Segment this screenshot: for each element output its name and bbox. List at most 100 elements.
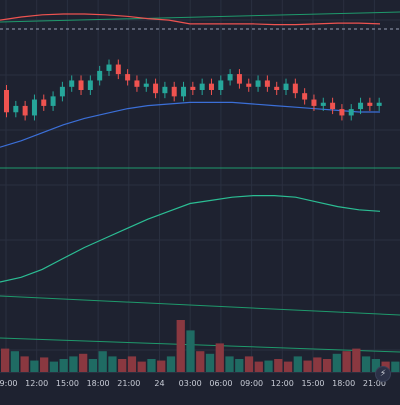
volume-bar (274, 359, 283, 372)
volume-bar (118, 359, 127, 372)
volume-bar (176, 320, 185, 372)
volume-bar (332, 353, 341, 372)
candle-body (208, 83, 214, 90)
time-axis[interactable]: 09:00 12:00 15:00 18:00 21:00 24 03:00 06:00 09:… (0, 372, 400, 401)
volume-bar (137, 361, 146, 372)
candle-body (87, 80, 93, 90)
candle-body (302, 93, 308, 100)
volume-bar (186, 330, 195, 372)
volume-bar (108, 356, 117, 372)
volume-bar (225, 356, 234, 372)
candle-body (134, 80, 140, 87)
candle-body (171, 86, 177, 97)
volume-bar (127, 356, 137, 372)
candle-body (59, 86, 65, 97)
candle-body (358, 102, 364, 110)
candle-body (264, 80, 270, 87)
candle-body (50, 96, 56, 106)
time-tick-label: 03:00 (179, 379, 202, 388)
time-tick-label: 24 (154, 379, 164, 388)
grid (0, 0, 400, 372)
candle-body (348, 109, 354, 116)
candle-body (41, 99, 47, 106)
candle-body (255, 80, 261, 87)
candle-body (292, 83, 298, 94)
candle-body (69, 80, 75, 87)
candle-body (162, 86, 168, 94)
candle-body (22, 105, 28, 116)
time-tick-label: 09:00 (240, 379, 263, 388)
lightning-icon[interactable]: ⚡ (375, 366, 391, 382)
volume-bar (342, 351, 351, 372)
candle-body (218, 80, 224, 90)
volume-bar (79, 353, 88, 372)
candle-body (115, 64, 121, 75)
volume-bar (264, 360, 273, 372)
volume-bar (40, 357, 49, 372)
volume-bar (371, 359, 380, 372)
candle-body (246, 83, 252, 87)
time-tick-label: 06:00 (209, 379, 232, 388)
volume-bar (215, 343, 224, 372)
volume-bar (254, 361, 263, 372)
candle-body (367, 102, 373, 106)
candle-body (181, 86, 187, 97)
volume-bars (1, 320, 400, 372)
candle-body (199, 83, 205, 90)
time-tick-label: 18:00 (332, 379, 355, 388)
volume-bar (157, 360, 166, 372)
candle-body (227, 74, 233, 81)
trend-line-volume (0, 337, 400, 353)
volume-bar (49, 361, 59, 372)
time-axis-labels: 09:00 12:00 15:00 18:00 21:00 24 03:00 06:00 09:… (0, 379, 386, 388)
candle-body (4, 90, 9, 113)
time-tick-label: 15:00 (301, 379, 324, 388)
upper-band (0, 13, 381, 26)
volume-bar (391, 361, 400, 372)
candle-body (236, 74, 242, 84)
candle-body (13, 105, 19, 113)
time-tick-label: 21:00 (363, 379, 386, 388)
time-tick-label: 15:00 (56, 379, 79, 388)
candle-body (274, 86, 280, 90)
badge-glyph: ⚡ (379, 369, 387, 379)
volume-bar (98, 351, 107, 372)
candle-body (97, 70, 103, 81)
volume-bar (313, 357, 322, 372)
volume-bar (293, 356, 302, 372)
lower-band (0, 195, 381, 283)
candle-body (190, 86, 196, 90)
candle-body (143, 83, 149, 87)
volume-bar (147, 359, 156, 372)
volume-bar (1, 348, 10, 372)
volume-bar (235, 359, 244, 372)
time-tick-label: 21:00 (117, 379, 140, 388)
volume-bar (205, 353, 215, 372)
candle-body (125, 74, 131, 81)
time-tick-label: 12:00 (271, 379, 294, 388)
volume-bar (283, 361, 293, 372)
time-tick-label: 09:00 (0, 379, 18, 388)
time-tick-label: 12:00 (25, 379, 48, 388)
bollinger-bands (0, 13, 381, 283)
candle-body (283, 83, 289, 90)
volume-bar (69, 356, 78, 372)
trend-lines (0, 11, 400, 353)
volume-bar (59, 359, 68, 372)
middle-band (0, 101, 380, 148)
time-tick-label: 18:00 (87, 379, 110, 388)
volume-bar (322, 359, 332, 372)
volume-bar (30, 360, 39, 372)
volume-bar (303, 360, 312, 372)
volume-bar (244, 356, 254, 372)
candle-body (153, 83, 159, 94)
trend-line-top (0, 11, 400, 23)
candle-body (106, 64, 112, 71)
candle-body (339, 109, 345, 116)
volume-bar (166, 356, 176, 372)
volume-bar (352, 348, 361, 372)
candle-body (320, 102, 326, 106)
candle-body (311, 99, 317, 106)
